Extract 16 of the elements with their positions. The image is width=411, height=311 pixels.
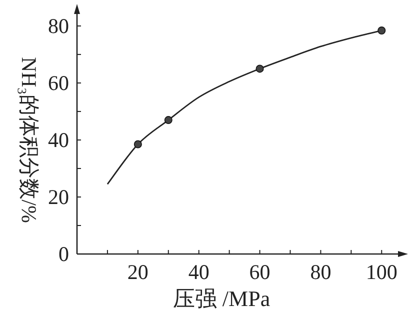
point [378, 26, 386, 35]
x-tick-label: 100 [366, 260, 398, 284]
x-tick-label: 40 [188, 260, 210, 284]
point [164, 116, 172, 124]
y-axis-title: NH₃的体积分数/% [17, 57, 41, 223]
y-tick-label: 80 [48, 14, 69, 38]
y-tick-label: 40 [48, 128, 69, 152]
point [134, 140, 142, 148]
x-tick-label: 20 [127, 260, 148, 284]
y-tick-label: 60 [48, 70, 69, 95]
x-axis-title: 压强 /MPa [172, 286, 270, 311]
y-tick-label: 0 [58, 242, 69, 266]
x-tick-label: 60 [249, 260, 270, 284]
x-tick-label: 80 [310, 260, 332, 284]
y-tick-label: 20 [48, 184, 69, 209]
point [256, 64, 264, 73]
